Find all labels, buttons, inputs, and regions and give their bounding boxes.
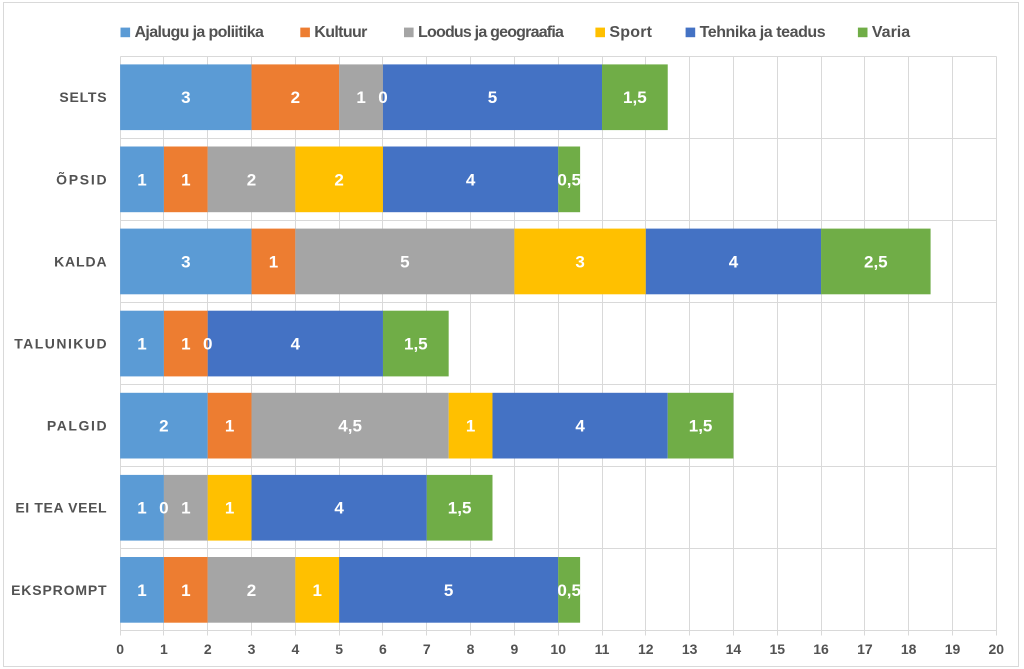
svg-text:1: 1: [181, 499, 190, 518]
svg-text:5: 5: [488, 88, 497, 107]
svg-text:18: 18: [901, 641, 917, 657]
svg-text:0: 0: [378, 88, 387, 107]
svg-text:7: 7: [423, 641, 431, 657]
svg-text:EKSPROMPT: EKSPROMPT: [11, 582, 107, 598]
svg-text:1: 1: [160, 641, 168, 657]
svg-text:11: 11: [595, 641, 610, 657]
svg-text:2,5: 2,5: [864, 252, 888, 271]
svg-text:4: 4: [575, 417, 585, 436]
svg-text:3: 3: [181, 252, 190, 271]
svg-text:13: 13: [682, 641, 698, 657]
svg-text:1,5: 1,5: [404, 334, 428, 353]
svg-text:5: 5: [400, 252, 409, 271]
svg-text:9: 9: [510, 641, 518, 657]
svg-text:1,5: 1,5: [689, 417, 713, 436]
svg-text:Varia: Varia: [872, 24, 910, 41]
svg-text:1: 1: [137, 334, 146, 353]
svg-text:1: 1: [225, 499, 234, 518]
svg-text:4: 4: [466, 170, 476, 189]
svg-text:EI TEA VEEL: EI TEA VEEL: [15, 500, 107, 516]
svg-text:1: 1: [313, 581, 322, 600]
svg-text:14: 14: [726, 641, 742, 657]
svg-text:1: 1: [356, 88, 365, 107]
svg-text:1: 1: [269, 252, 278, 271]
svg-text:3: 3: [181, 88, 190, 107]
svg-text:1: 1: [466, 417, 475, 436]
svg-text:12: 12: [638, 641, 654, 657]
svg-text:SELTS: SELTS: [59, 89, 107, 105]
svg-text:1: 1: [137, 170, 146, 189]
svg-text:17: 17: [857, 641, 873, 657]
svg-text:0: 0: [159, 499, 168, 518]
svg-text:4: 4: [729, 252, 739, 271]
svg-text:1: 1: [137, 581, 146, 600]
svg-text:2: 2: [291, 88, 300, 107]
svg-text:5: 5: [444, 581, 453, 600]
svg-text:15: 15: [769, 641, 785, 657]
svg-text:0,5: 0,5: [557, 170, 581, 189]
svg-text:Loodus ja geograafia: Loodus ja geograafia: [418, 24, 564, 41]
svg-text:1: 1: [181, 581, 190, 600]
svg-text:0: 0: [116, 641, 124, 657]
svg-text:2: 2: [247, 581, 256, 600]
svg-text:2: 2: [334, 170, 343, 189]
svg-text:20: 20: [989, 641, 1005, 657]
svg-text:3: 3: [248, 641, 256, 657]
svg-text:Sport: Sport: [609, 24, 652, 41]
svg-text:KALDA: KALDA: [54, 253, 107, 269]
svg-text:Kultuur: Kultuur: [314, 24, 367, 41]
svg-text:6: 6: [379, 641, 387, 657]
svg-text:4: 4: [291, 641, 299, 657]
svg-text:0: 0: [203, 334, 212, 353]
svg-text:5: 5: [335, 641, 343, 657]
svg-text:ÕPSID: ÕPSID: [56, 170, 108, 187]
svg-text:1: 1: [137, 499, 146, 518]
svg-text:16: 16: [813, 641, 829, 657]
svg-text:Tehnika ja teadus: Tehnika ja teadus: [700, 24, 826, 41]
svg-text:2: 2: [204, 641, 212, 657]
svg-text:1: 1: [181, 170, 190, 189]
svg-text:TALUNIKUD: TALUNIKUD: [14, 335, 108, 351]
svg-text:4: 4: [334, 499, 344, 518]
svg-text:1: 1: [181, 334, 190, 353]
svg-text:PALGID: PALGID: [47, 418, 108, 434]
svg-text:1,5: 1,5: [448, 499, 472, 518]
svg-text:1,5: 1,5: [623, 88, 647, 107]
svg-text:2: 2: [159, 417, 168, 436]
svg-text:4,5: 4,5: [338, 417, 362, 436]
svg-text:0,5: 0,5: [557, 581, 581, 600]
svg-text:19: 19: [945, 641, 961, 657]
svg-text:8: 8: [467, 641, 475, 657]
svg-text:4: 4: [291, 334, 301, 353]
svg-text:2: 2: [247, 170, 256, 189]
svg-text:10: 10: [550, 641, 566, 657]
svg-text:1: 1: [225, 417, 234, 436]
svg-text:3: 3: [575, 252, 584, 271]
svg-text:Ajalugu ja poliitika: Ajalugu ja poliitika: [135, 24, 264, 41]
